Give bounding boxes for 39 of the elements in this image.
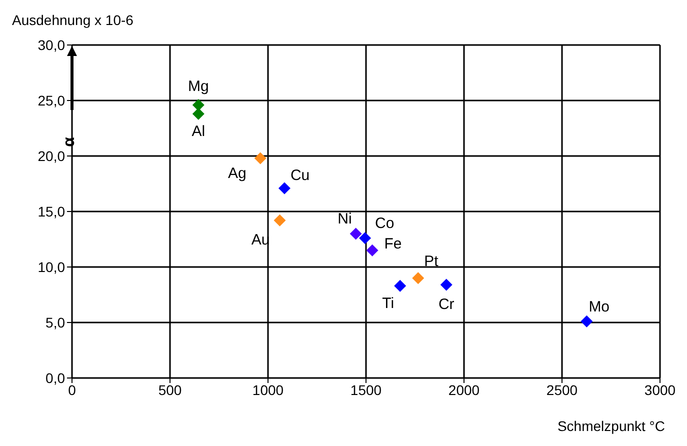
point	[412, 272, 424, 284]
point	[274, 214, 286, 226]
x-tick-label: 0	[68, 382, 76, 398]
y-tick-label: 30,0	[38, 36, 66, 53]
annotation: Ag	[228, 165, 246, 182]
point	[192, 108, 204, 120]
point	[440, 278, 452, 291]
point	[359, 232, 372, 244]
y-tick-label: 5,0	[46, 314, 66, 330]
point	[394, 280, 406, 292]
x-tick-label: 2500	[546, 382, 578, 398]
annotation: Ni	[338, 210, 352, 228]
x-tick-label: 1500	[350, 382, 382, 398]
annotation: Cu	[290, 167, 310, 184]
x-tick-label: 1000	[252, 382, 284, 398]
y-tick-label: 20,0	[38, 148, 66, 164]
y-tick-label: 10,0	[38, 258, 66, 275]
annotation: Mg	[188, 78, 209, 95]
y-tick-label: 0,0	[46, 370, 66, 386]
x-tick-label: 3000	[644, 382, 676, 398]
point	[254, 152, 266, 164]
point	[366, 244, 378, 256]
y-axis-title: Ausdehnung x 10-6	[12, 12, 134, 28]
point	[278, 182, 290, 194]
annotation: Ti	[382, 294, 394, 312]
point	[350, 228, 362, 240]
annotation: Co	[375, 215, 394, 232]
annotation: Pt	[424, 253, 440, 270]
annotation: Cr	[438, 296, 454, 313]
x-axis-title: Schmelzpunkt °C	[557, 418, 665, 434]
x-tick-label: 500	[158, 382, 182, 398]
point	[580, 315, 593, 328]
y-tick-label: 25,0	[38, 92, 66, 108]
point	[192, 98, 204, 111]
y-tick-label: 15,0	[38, 203, 66, 220]
annotation: Al	[192, 122, 206, 140]
annotation: Fe	[384, 235, 402, 252]
x-tick-label: 2000	[448, 382, 480, 398]
annotation: Mo	[588, 298, 610, 316]
